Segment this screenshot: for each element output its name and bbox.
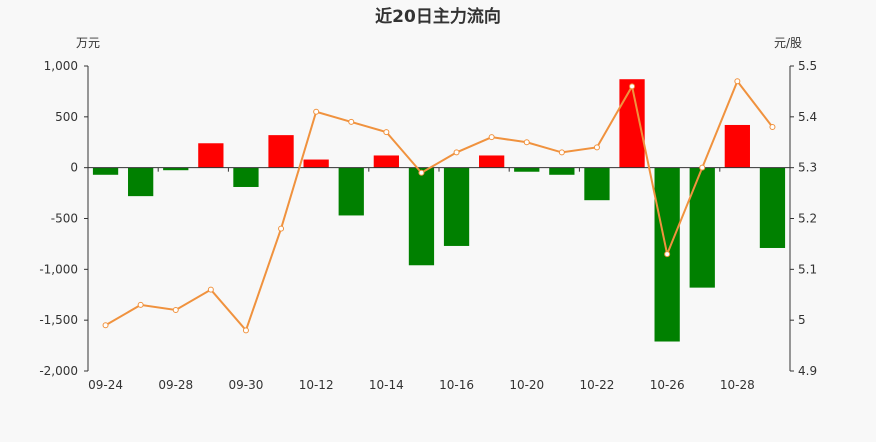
- left-tick-label: -500: [51, 212, 78, 226]
- right-tick-label: 5.3: [798, 161, 817, 175]
- left-tick-label: -2,000: [39, 364, 78, 378]
- chart-title: 近20日主力流向: [375, 6, 501, 27]
- right-tick-label: 5: [798, 313, 806, 327]
- x-tick-label: 10-28: [720, 378, 755, 392]
- price-point: [137, 301, 144, 308]
- price-point: [418, 169, 425, 176]
- left-tick-label: 0: [70, 161, 78, 175]
- price-point: [278, 225, 285, 232]
- flow-bar: [92, 167, 119, 175]
- price-point: [313, 108, 320, 115]
- right-tick-label: 5.5: [798, 59, 817, 73]
- x-tick-label: 09-28: [158, 378, 193, 392]
- x-tick-label: 10-16: [439, 378, 474, 392]
- left-tick-label: 1,000: [44, 59, 78, 73]
- x-tick-label: 10-22: [580, 378, 615, 392]
- price-point: [242, 327, 249, 334]
- price-point: [383, 129, 390, 136]
- left-tick-label: 500: [55, 110, 78, 124]
- price-point: [523, 139, 530, 146]
- price-point: [488, 134, 495, 141]
- price-point: [664, 251, 671, 258]
- flow-bar: [724, 124, 750, 168]
- flow-bar: [268, 135, 294, 168]
- x-tick-label: 09-24: [88, 378, 123, 392]
- x-tick-label: 09-30: [229, 378, 264, 392]
- price-point: [593, 144, 600, 151]
- left-tick-label: -1,000: [39, 262, 78, 276]
- flow-bar: [514, 167, 540, 172]
- flow-bar: [233, 167, 259, 187]
- flow-bar: [163, 167, 189, 171]
- flow-bar: [689, 167, 715, 288]
- right-tick-label: 5.1: [798, 262, 817, 276]
- flow-bar: [479, 155, 505, 168]
- right-tick-label: 4.9: [798, 364, 817, 378]
- left-axis-unit: 万元: [76, 36, 100, 50]
- price-point: [699, 164, 706, 171]
- price-point: [453, 149, 460, 156]
- price-point: [102, 322, 109, 329]
- flow-bar: [408, 167, 435, 266]
- price-point: [558, 149, 565, 156]
- flow-bar: [303, 159, 329, 168]
- flow-bar: [373, 155, 399, 168]
- x-tick-label: 10-12: [299, 378, 334, 392]
- price-point: [348, 118, 355, 125]
- x-tick-label: 10-14: [369, 378, 404, 392]
- x-tick-label: 10-20: [509, 378, 544, 392]
- right-axis-unit: 元/股: [774, 36, 802, 50]
- price-point: [207, 286, 214, 293]
- flow-bar: [198, 143, 224, 168]
- price-point: [172, 307, 179, 313]
- x-tick-label: 10-26: [650, 378, 685, 392]
- right-tick-label: 5.4: [798, 110, 817, 124]
- flow-bar: [619, 79, 645, 168]
- flow-bar: [584, 167, 610, 201]
- flow-bar: [128, 167, 154, 197]
- price-point: [629, 83, 636, 90]
- flow-bar: [443, 167, 470, 246]
- price-line: [105, 79, 774, 333]
- price-point: [734, 78, 741, 85]
- price-point: [769, 124, 776, 130]
- flow-bar: [549, 167, 575, 175]
- left-tick-label: -1,500: [39, 313, 78, 327]
- flow-bar: [759, 167, 786, 248]
- right-tick-label: 5.2: [798, 212, 817, 226]
- flow-bar: [338, 167, 364, 216]
